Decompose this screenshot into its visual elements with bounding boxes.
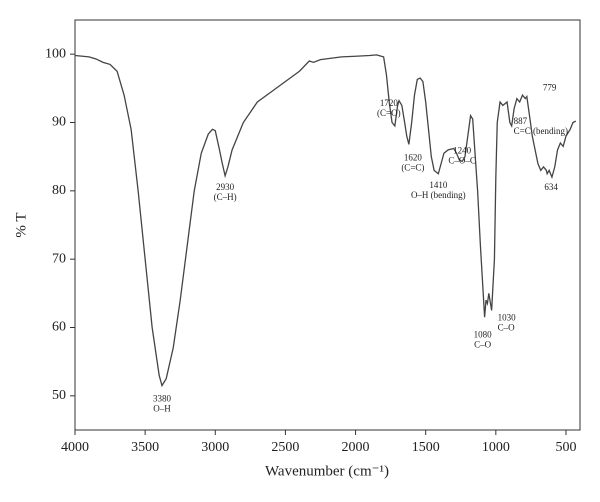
peak-annotation: (C=C)	[401, 162, 424, 172]
peak-annotation: 3380	[153, 394, 172, 404]
y-tick-label: 60	[52, 320, 66, 335]
y-tick-label: 100	[45, 46, 66, 61]
x-tick-label: 4000	[61, 440, 89, 455]
y-tick-label: 90	[52, 115, 66, 130]
peak-annotation: (C–H)	[214, 192, 237, 202]
peak-annotation: 1240	[453, 146, 472, 156]
y-tick-label: 50	[52, 388, 66, 403]
peak-annotation: 779	[543, 83, 557, 93]
peak-annotation: 887	[514, 116, 528, 126]
peak-annotation: O–H (bending)	[411, 190, 466, 200]
x-tick-label: 2000	[342, 440, 370, 455]
x-tick-label: 3000	[201, 440, 229, 455]
y-tick-label: 70	[52, 251, 66, 266]
peak-annotation: 1030	[498, 312, 517, 322]
x-tick-label: 1000	[482, 440, 510, 455]
x-tick-label: 1500	[412, 440, 440, 455]
peak-annotation: 1080	[474, 329, 493, 339]
peak-annotation: C–O–C	[448, 156, 476, 166]
x-tick-label: 3500	[131, 440, 159, 455]
peak-annotation: 634	[544, 182, 558, 192]
plot-frame	[74, 19, 581, 431]
peak-annotation: 1720	[380, 98, 399, 108]
peak-annotation: C–O	[498, 322, 516, 332]
peak-annotation: C=C (bending)	[514, 126, 568, 136]
y-tick-label: 80	[52, 183, 66, 198]
y-axis-label: % T	[13, 212, 29, 237]
x-axis-label: Wavenumber (cm⁻¹)	[265, 463, 389, 479]
peak-annotation: C–O	[474, 339, 492, 349]
spectrum-line	[74, 54, 577, 388]
x-tick-label: 2500	[271, 440, 299, 455]
peak-annotation: 1410	[429, 180, 448, 190]
peak-annotation: O–H	[153, 404, 171, 414]
peak-annotation: 2930	[216, 182, 235, 192]
peak-annotation: 1620	[404, 152, 423, 162]
peak-annotation: (C=O)	[377, 108, 401, 118]
x-tick-label: 500	[555, 440, 576, 455]
